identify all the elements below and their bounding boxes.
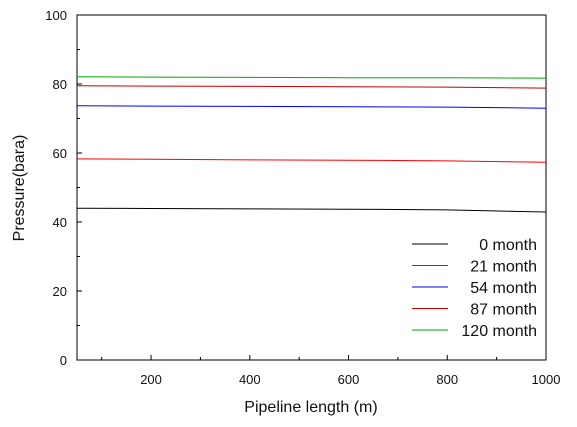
legend: 0 month 21 month 54 month 87 month 120 month <box>412 237 537 340</box>
series-line <box>76 158 547 163</box>
y-tick-label: 80 <box>53 77 67 92</box>
legend-label: 87 month <box>470 302 537 319</box>
y-tick-label: 40 <box>53 215 67 230</box>
series-line <box>76 207 547 213</box>
series-line <box>76 85 547 89</box>
legend-label: 120 month <box>461 323 537 340</box>
y-tick-label: 60 <box>53 146 67 161</box>
x-tick-label: 1000 <box>532 372 561 387</box>
x-tick-label: 800 <box>436 372 458 387</box>
series-line <box>76 105 547 109</box>
y-tick-label: 100 <box>45 8 67 23</box>
x-tick-label: 600 <box>338 372 360 387</box>
series-line <box>76 76 547 79</box>
y-tick-label: 20 <box>53 284 67 299</box>
x-axis-title: Pipeline length (m) <box>244 399 377 416</box>
legend-label: 54 month <box>470 280 537 297</box>
y-tick-label: 0 <box>60 353 67 368</box>
x-tick-label: 400 <box>239 372 261 387</box>
y-axis-title: Pressure(bara) <box>11 135 28 242</box>
legend-label: 21 month <box>470 259 537 276</box>
ticks-layer: 0 20 40 60 80 100 200 400 600 800 1000 <box>45 8 560 387</box>
series-layer <box>76 76 547 213</box>
x-tick-label: 200 <box>140 372 162 387</box>
legend-label: 0 month <box>479 237 537 254</box>
